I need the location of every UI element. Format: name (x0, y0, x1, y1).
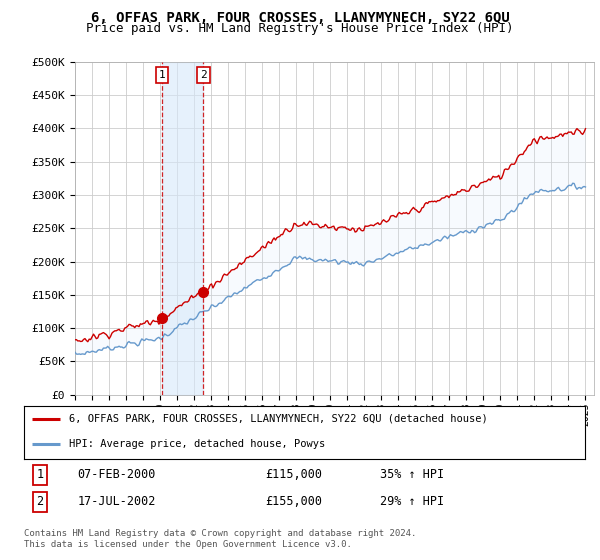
Text: £155,000: £155,000 (265, 496, 322, 508)
Text: 2: 2 (37, 496, 43, 508)
Text: 35% ↑ HPI: 35% ↑ HPI (380, 468, 445, 482)
Text: £115,000: £115,000 (265, 468, 322, 482)
Text: 07-FEB-2000: 07-FEB-2000 (77, 468, 155, 482)
Text: HPI: Average price, detached house, Powys: HPI: Average price, detached house, Powy… (69, 439, 325, 449)
Text: Contains HM Land Registry data © Crown copyright and database right 2024.
This d: Contains HM Land Registry data © Crown c… (24, 529, 416, 549)
Text: 17-JUL-2002: 17-JUL-2002 (77, 496, 155, 508)
Text: 6, OFFAS PARK, FOUR CROSSES, LLANYMYNECH, SY22 6QU (detached house): 6, OFFAS PARK, FOUR CROSSES, LLANYMYNECH… (69, 414, 488, 424)
Text: 6, OFFAS PARK, FOUR CROSSES, LLANYMYNECH, SY22 6QU: 6, OFFAS PARK, FOUR CROSSES, LLANYMYNECH… (91, 11, 509, 25)
Text: 2: 2 (200, 70, 207, 80)
Text: 1: 1 (37, 468, 43, 482)
Text: Price paid vs. HM Land Registry's House Price Index (HPI): Price paid vs. HM Land Registry's House … (86, 22, 514, 35)
Text: 1: 1 (158, 70, 165, 80)
Text: 29% ↑ HPI: 29% ↑ HPI (380, 496, 445, 508)
